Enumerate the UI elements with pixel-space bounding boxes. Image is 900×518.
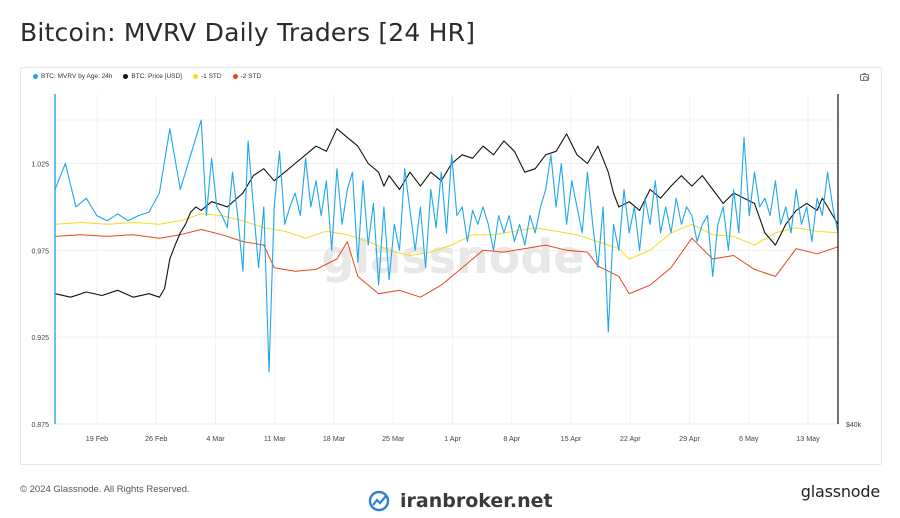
legend-dot-minus1std [192, 74, 198, 79]
series-group [54, 119, 839, 373]
series-line-mvrv [54, 119, 839, 373]
axes-group: 0.875 0.925 0.975 1.025 19 Feb 26 Feb 4 Mar 11 … [31, 94, 862, 443]
y-tick-label: 0.875 [31, 422, 49, 429]
legend-dot-minus2std [232, 74, 238, 79]
x-tick-label: 29 Apr [679, 434, 700, 443]
grid-lines [55, 94, 838, 425]
legend-label-mvrv: BTC: MVRV by Age: 24h [41, 73, 113, 80]
page-title: Bitcoin: MVRV Daily Traders [24 HR] [20, 18, 476, 47]
x-tick-label: 13 May [796, 434, 820, 443]
x-tick-label: 26 Feb [145, 434, 167, 443]
legend-label-minus2std: -2 STD [240, 73, 262, 80]
legend-label-price: BTC: Price [USD] [131, 73, 182, 80]
x-tick-label: 18 Mar [323, 434, 346, 443]
legend-dot-mvrv [33, 74, 38, 79]
series-line-price [54, 128, 839, 298]
x-tick-label: 8 Apr [503, 434, 520, 443]
watermark-bottom: iranbroker.net [368, 490, 553, 512]
x-tick-label: 25 Mar [382, 434, 405, 443]
x-tick-label: 1 Apr [444, 434, 461, 443]
series-line-minus2std [54, 229, 839, 298]
x-tick-label: 15 Apr [561, 434, 582, 443]
y-tick-label: 0.975 [31, 248, 49, 255]
camera-icon[interactable] [860, 72, 869, 82]
chart-legend: BTC: MVRV by Age: 24h BTC: Price [USD] -… [33, 73, 261, 80]
brand-logo[interactable]: glassnode [800, 482, 880, 501]
x-tick-label: 6 May [739, 434, 759, 443]
legend-label-minus1std: -1 STD [200, 73, 222, 80]
copyright-text: © 2024 Glassnode. All Rights Reserved. [20, 484, 190, 495]
legend-dot-price [123, 74, 129, 79]
legend-item-minus2std[interactable]: -2 STD [232, 73, 262, 80]
chart-logo-icon [368, 490, 390, 512]
x-tick-label: 4 Mar [206, 434, 225, 443]
legend-item-mvrv[interactable]: BTC: MVRV by Age: 24h [33, 73, 112, 80]
y-right-tick-label: $40k [846, 422, 862, 429]
legend-item-minus1std[interactable]: -1 STD [192, 73, 222, 80]
x-tick-label: 11 Mar [264, 434, 286, 443]
x-tick-label: 22 Apr [620, 434, 641, 443]
legend-item-price[interactable]: BTC: Price [USD] [123, 73, 182, 80]
y-tick-label: 1.025 [31, 161, 49, 168]
chart-card: BTC: MVRV by Age: 24h BTC: Price [USD] -… [20, 67, 882, 465]
y-tick-label: 0.925 [31, 335, 49, 342]
x-tick-label: 19 Feb [86, 434, 108, 443]
watermark-bottom-text: iranbroker.net [400, 490, 553, 512]
